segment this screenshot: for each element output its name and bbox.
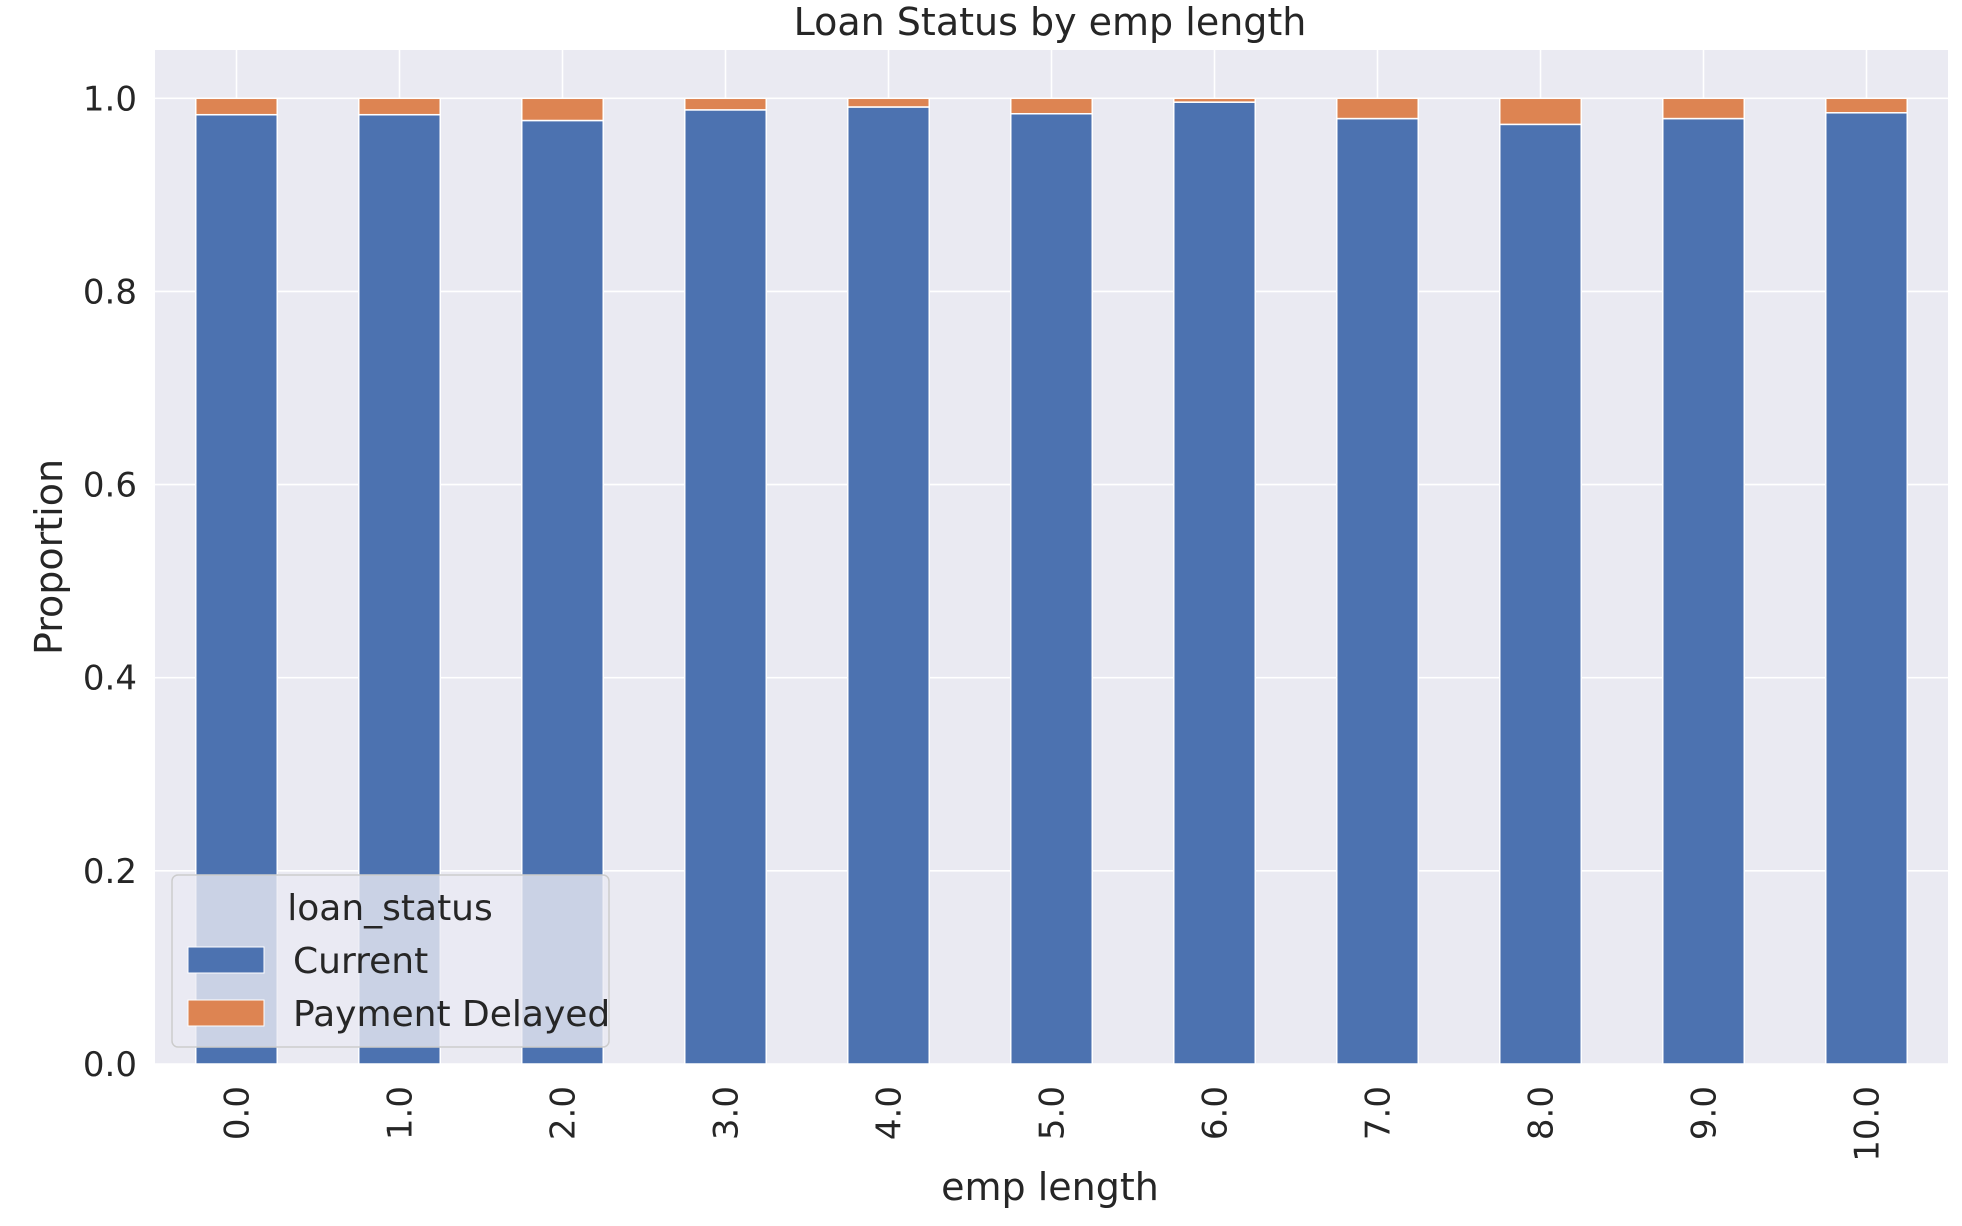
bar-current-8 (1499, 123, 1582, 1065)
legend-label-payment-delayed: Payment Delayed (293, 994, 610, 1035)
legend-swatch-payment-delayed (187, 999, 265, 1027)
x-tick-label: 7.0 (1359, 1086, 1399, 1140)
bar-payment-delayed-0 (195, 97, 278, 116)
x-tick-label: 10.0 (1848, 1086, 1888, 1162)
bar-payment-delayed-7 (1336, 97, 1419, 120)
legend: loan_status Current Payment Delayed (171, 874, 610, 1048)
legend-box (171, 874, 610, 1048)
x-tick-label: 9.0 (1685, 1086, 1725, 1140)
bar-current-6 (1173, 101, 1256, 1065)
bar-payment-delayed-2 (521, 97, 604, 122)
y-tick-label: 0.2 (83, 852, 137, 892)
bar-current-4 (847, 106, 930, 1065)
y-tick-label: 0.8 (83, 272, 137, 312)
bar-current-3 (684, 109, 767, 1065)
x-tick-label: 6.0 (1196, 1086, 1236, 1140)
bar-payment-delayed-10 (1825, 97, 1908, 114)
x-axis-title: emp length (941, 1165, 1159, 1209)
x-tick-label: 2.0 (544, 1086, 584, 1140)
bar-current-7 (1336, 117, 1419, 1065)
x-tick-labels: 0.0 1.0 2.0 3.0 4.0 5.0 6.0 7.0 8.0 9.0 10.0 (218, 1086, 1888, 1162)
chart-title: Loan Status by emp length (794, 0, 1307, 44)
legend-label-current: Current (293, 941, 428, 982)
x-tick-label: 4.0 (870, 1086, 910, 1140)
bar-payment-delayed-8 (1499, 97, 1582, 126)
x-tick-label: 5.0 (1033, 1086, 1073, 1140)
bar-current-10 (1825, 112, 1908, 1065)
x-tick-label: 0.0 (218, 1086, 258, 1140)
legend-swatch-current (187, 946, 265, 974)
y-tick-labels: 0.0 0.2 0.4 0.6 0.8 1.0 (83, 79, 137, 1085)
y-axis-title: Proportion (27, 459, 71, 655)
legend-title: loan_status (287, 888, 493, 929)
bar-payment-delayed-9 (1662, 97, 1745, 120)
bar-current-9 (1662, 117, 1745, 1065)
bar-payment-delayed-5 (1010, 97, 1093, 115)
x-tick-label: 3.0 (707, 1086, 747, 1140)
y-tick-label: 0.6 (83, 466, 137, 506)
y-tick-label: 0.0 (83, 1045, 137, 1085)
bar-current-5 (1010, 112, 1093, 1065)
bar-payment-delayed-1 (358, 97, 441, 116)
y-tick-label: 0.4 (83, 659, 137, 699)
x-tick-label: 8.0 (1522, 1086, 1562, 1140)
x-tick-label: 1.0 (381, 1086, 421, 1140)
bar-payment-delayed-4 (847, 97, 930, 108)
bar-payment-delayed-3 (684, 97, 767, 111)
bar-payment-delayed-6 (1173, 97, 1256, 103)
y-tick-label: 1.0 (83, 79, 137, 119)
